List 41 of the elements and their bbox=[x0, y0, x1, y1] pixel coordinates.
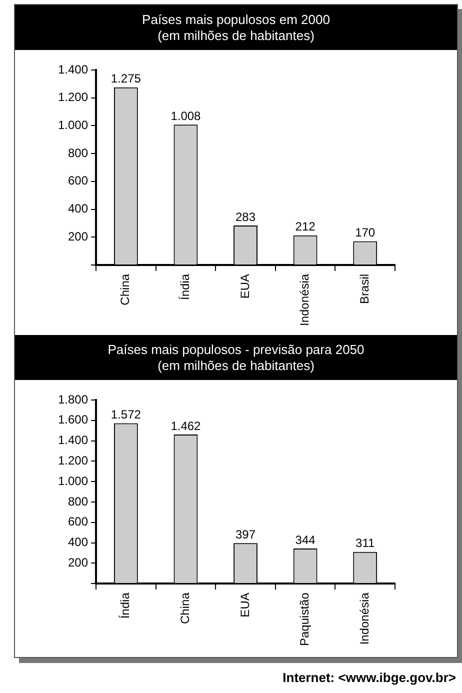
data-label: 344 bbox=[295, 532, 316, 547]
y-tick-label: 1.400 bbox=[58, 62, 88, 76]
data-label: 212 bbox=[295, 220, 316, 234]
data-label: 1.572 bbox=[110, 408, 142, 422]
x-tick-label: Indonésia bbox=[298, 274, 312, 326]
y-tick-label: 400 bbox=[68, 202, 88, 216]
y-tick-label: 400 bbox=[68, 535, 88, 550]
x-tick-label: China bbox=[118, 274, 132, 306]
data-label: 1.008 bbox=[170, 108, 202, 123]
x-tick-label: Índia bbox=[178, 274, 192, 300]
y-tick-label: 800 bbox=[68, 494, 88, 508]
chart-title: Países mais populosos - previsão para 2050 bbox=[106, 342, 366, 358]
text: Internet: <www.ibge.gov.br> bbox=[282, 670, 456, 685]
y-tick-label: 200 bbox=[68, 229, 88, 244]
data-label: 397 bbox=[236, 527, 256, 542]
y-tick-label: 1.200 bbox=[58, 90, 88, 104]
x-tick-label: Brasil bbox=[357, 274, 372, 304]
data-label: 1.462 bbox=[170, 418, 202, 433]
y-tick-label: 600 bbox=[68, 174, 88, 188]
y-tick-label: 1.000 bbox=[58, 118, 88, 132]
y-tick-label: 1.800 bbox=[58, 392, 88, 406]
x-tick-label: Indonésia bbox=[357, 592, 372, 645]
data-label: 311 bbox=[356, 536, 375, 550]
y-tick-label: 200 bbox=[68, 556, 88, 570]
chart-title: Países mais populosos em 2000 bbox=[141, 12, 331, 28]
y-tick-label: 1.000 bbox=[58, 474, 88, 488]
x-tick-label: Índia bbox=[118, 592, 132, 619]
y-tick-label: 600 bbox=[68, 514, 88, 529]
data-label: 283 bbox=[236, 210, 256, 224]
y-tick-label: 800 bbox=[68, 146, 88, 160]
y-tick-label: 1.200 bbox=[58, 454, 88, 468]
data-label: 1.275 bbox=[110, 72, 142, 86]
y-tick-label: 1.600 bbox=[58, 412, 88, 427]
x-tick-label: China bbox=[178, 592, 192, 624]
chart-subtitle: (em milhões de habitantes) bbox=[156, 28, 316, 44]
x-tick-label: EUA bbox=[238, 274, 252, 299]
x-tick-label: EUA bbox=[238, 592, 252, 618]
x-tick-label: Paquistão bbox=[298, 592, 312, 646]
chart-subtitle: (em milhões de habitantes) bbox=[156, 358, 316, 374]
y-tick-label: 1.400 bbox=[58, 433, 88, 448]
data-label: 170 bbox=[355, 226, 376, 240]
